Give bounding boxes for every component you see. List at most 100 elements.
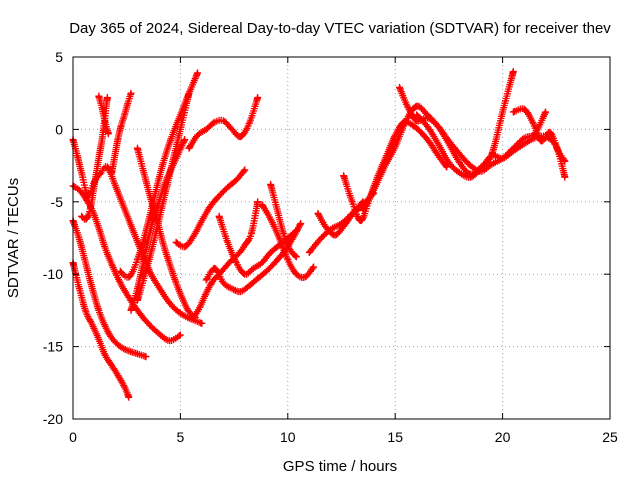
data-point [256, 96, 259, 99]
series-arc-10 [127, 136, 189, 314]
x-tick-label: 10 [280, 429, 296, 445]
data-point [224, 265, 227, 269]
data-point [127, 396, 131, 399]
data-point [269, 183, 272, 186]
data-point [149, 271, 152, 274]
series-arc-13 [172, 166, 249, 251]
data-point [192, 316, 195, 319]
series-plus-markers [108, 89, 135, 177]
data-point [226, 186, 229, 189]
data-point [80, 171, 83, 175]
data-point [333, 233, 337, 237]
data-point [183, 245, 186, 248]
data-point [469, 175, 472, 179]
data-point [522, 142, 526, 146]
data-point [119, 281, 122, 285]
data-point [80, 215, 83, 218]
data-point [540, 139, 543, 143]
data-point [490, 162, 494, 166]
data-point [84, 310, 88, 314]
data-point [458, 171, 461, 175]
data-point [312, 265, 315, 269]
data-point [269, 251, 272, 254]
data-point [415, 105, 418, 108]
data-point [512, 149, 515, 153]
data-point [136, 352, 139, 356]
data-point [198, 306, 201, 309]
data-point [469, 164, 472, 167]
data-point [419, 131, 423, 134]
data-point [260, 203, 264, 206]
data-point [91, 287, 94, 290]
data-point [282, 232, 285, 235]
data-point [179, 312, 182, 315]
data-point [209, 204, 212, 208]
data-point [522, 107, 526, 111]
data-point [265, 270, 268, 273]
data-point [204, 278, 208, 282]
data-point [144, 270, 148, 273]
data-point [445, 165, 448, 169]
data-point [162, 200, 165, 203]
data-point [97, 157, 100, 160]
x-tick-label: 20 [495, 429, 511, 445]
data-point [295, 229, 298, 232]
data-point [110, 336, 113, 340]
data-point [522, 136, 526, 140]
data-point [78, 189, 81, 192]
data-point [406, 106, 410, 109]
data-point [211, 280, 214, 283]
data-point [237, 252, 240, 256]
data-point [146, 322, 150, 325]
y-axis-label: SDTVAR / TECUs [5, 178, 22, 298]
data-point [76, 154, 79, 157]
data-point [226, 241, 229, 244]
data-point [168, 301, 171, 305]
data-point [269, 217, 272, 221]
data-point [142, 258, 146, 261]
data-point [222, 119, 225, 122]
data-point [316, 212, 320, 215]
data-point [512, 110, 515, 114]
data-point [196, 71, 199, 75]
data-point [217, 215, 221, 218]
data-point [157, 200, 161, 203]
series-arc-18 [267, 180, 300, 261]
data-point [181, 297, 184, 301]
data-point [204, 291, 208, 295]
data-point [129, 92, 133, 95]
data-point [200, 219, 204, 222]
data-point [531, 120, 534, 124]
data-point [93, 183, 96, 186]
data-point [458, 152, 461, 156]
x-tick-label: 0 [69, 429, 77, 445]
data-point [230, 128, 234, 131]
data-point [187, 310, 191, 314]
data-point [426, 116, 429, 120]
data-point [110, 171, 113, 175]
data-point [372, 189, 375, 192]
data-point [166, 175, 169, 179]
y-tick-label: -15 [43, 339, 63, 355]
data-point [84, 197, 88, 201]
data-point [479, 167, 483, 170]
data-point [106, 96, 109, 99]
data-point [359, 219, 363, 222]
data-point [123, 385, 126, 389]
data-point [153, 194, 156, 198]
data-point [548, 131, 552, 134]
data-point [136, 287, 139, 290]
data-point [104, 120, 107, 124]
data-point [84, 262, 88, 266]
x-axis-label: GPS time / hours [283, 458, 397, 475]
y-tick-label: -20 [43, 411, 63, 427]
data-point [88, 207, 92, 211]
plot-frame [72, 56, 611, 420]
data-point [142, 171, 146, 175]
data-point [187, 147, 191, 150]
data-point [544, 110, 547, 114]
x-tick-label: 5 [177, 429, 185, 445]
data-point [189, 317, 193, 321]
data-point [149, 196, 152, 199]
